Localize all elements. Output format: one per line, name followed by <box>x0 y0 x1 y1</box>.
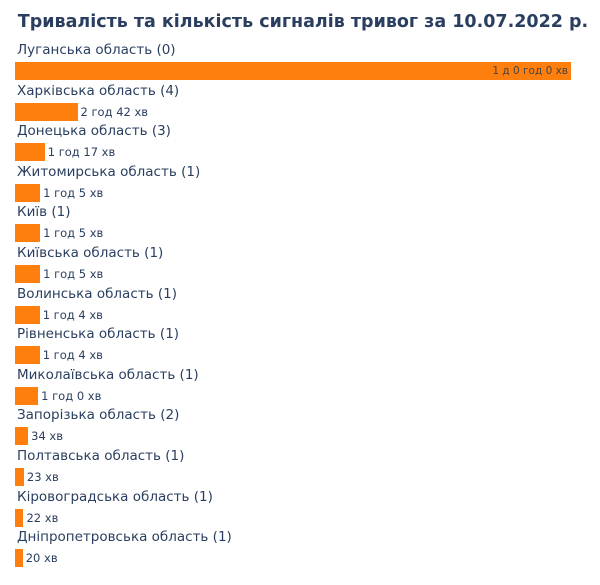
bar[interactable] <box>15 62 571 80</box>
bar-value-label: 22 хв <box>26 510 59 525</box>
bar-label: Рівненська область (1) <box>17 326 180 343</box>
bar[interactable] <box>15 346 40 365</box>
bar-value-label: 1 год 4 хв <box>42 307 103 322</box>
bar-value-label: 1 год 17 хв <box>47 145 116 160</box>
bar-value-label: 1 год 5 хв <box>43 266 104 281</box>
bar-row: Харківська область (4) 2 год 42 хв <box>15 82 575 123</box>
bar[interactable] <box>15 386 39 405</box>
bar-label: Київська область (1) <box>17 244 164 261</box>
bar[interactable] <box>15 508 24 527</box>
bar[interactable] <box>15 264 41 283</box>
bar-label: Миколаївська область (1) <box>17 366 199 383</box>
bar-label: Полтавська область (1) <box>17 447 185 464</box>
bar-chart: Луганська область (0) 1 д 0 год 0 хв Хар… <box>15 41 575 569</box>
bar-value-label: 1 год 5 хв <box>43 226 104 241</box>
bar-label: Кіровоградська область (1) <box>17 488 213 505</box>
bar[interactable] <box>15 427 29 446</box>
bar-row: Луганська область (0) 1 д 0 год 0 хв <box>15 41 575 82</box>
chart-title: Тривалість та кількість сигналів тривог … <box>17 12 589 32</box>
bar-row: Миколаївська область (1) 1 год 0 хв <box>15 366 575 407</box>
bar-label: Дніпропетровська область (1) <box>17 529 232 546</box>
bar[interactable] <box>15 102 78 121</box>
bar-row: Дніпропетровська область (1) 20 хв <box>15 528 575 569</box>
bar-label: Житомирська область (1) <box>17 163 201 180</box>
bar-label: Харківська область (4) <box>17 82 180 99</box>
bar[interactable] <box>15 143 45 162</box>
bar-row: Рівненська область (1) 1 год 4 хв <box>15 325 575 366</box>
bar[interactable] <box>15 549 23 568</box>
bar-value-label: 20 хв <box>25 551 58 566</box>
bar-value-label: 34 хв <box>31 429 63 444</box>
bar-row: Запорізька область (2) 34 хв <box>15 406 575 447</box>
bar-row: Кіровоградська область (1) 22 хв <box>15 488 575 529</box>
bar-label: Донецька область (3) <box>17 123 171 140</box>
bar[interactable] <box>15 224 41 243</box>
bar-value-label: 2 год 42 хв <box>80 104 149 119</box>
bar-label: Київ (1) <box>17 204 71 221</box>
bar-value-label: 1 год 5 хв <box>43 185 104 200</box>
bar-row: Волинська область (1) 1 год 4 хв <box>15 285 575 326</box>
bar[interactable] <box>15 183 41 202</box>
bar-label: Луганська область (0) <box>17 42 176 58</box>
bar-row: Київська область (1) 1 год 5 хв <box>15 244 575 285</box>
bar-value-label: 1 год 4 хв <box>42 348 103 363</box>
bar-row: Київ (1) 1 год 5 хв <box>15 203 575 244</box>
bar-label: Запорізька область (2) <box>17 407 180 424</box>
bar[interactable] <box>15 467 24 486</box>
bar-value-label: 23 хв <box>26 469 59 484</box>
bar-row: Житомирська область (1) 1 год 5 хв <box>15 163 575 204</box>
bar-row: Полтавська область (1) 23 хв <box>15 447 575 488</box>
bar-label: Волинська область (1) <box>17 285 177 302</box>
bar-value-label: 1 год 0 хв <box>41 388 102 403</box>
bar-value-label: 1 д 0 год 0 хв <box>492 65 568 77</box>
bar[interactable] <box>15 305 40 324</box>
bar-row: Донецька область (3) 1 год 17 хв <box>15 122 575 163</box>
